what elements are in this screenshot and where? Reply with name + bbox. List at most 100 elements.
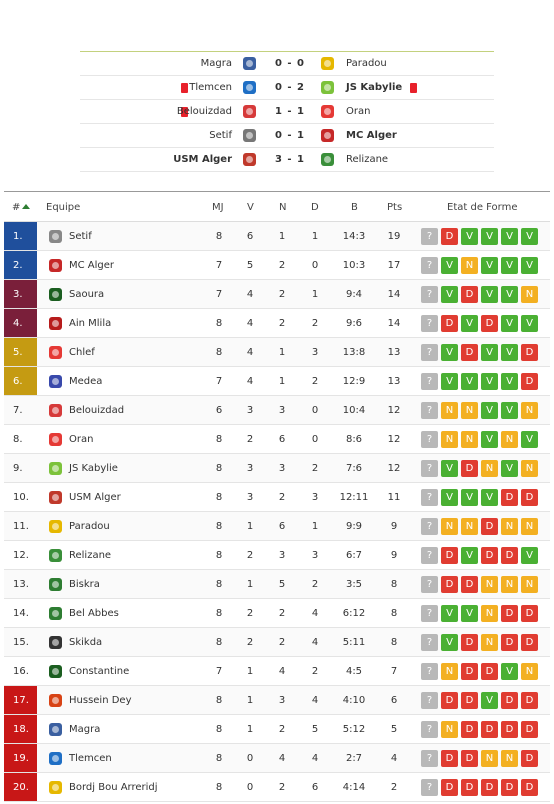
match-score[interactable]: 1 - 1 (274, 106, 306, 117)
form-badge: V (501, 228, 518, 245)
table-row[interactable]: 6. Medea 7 4 1 2 12:9 13 ? V V V V D (4, 367, 550, 396)
away-team[interactable]: MC Alger (346, 130, 397, 141)
team-name[interactable]: Tlemcen (69, 753, 112, 764)
n-header[interactable]: N (279, 202, 287, 213)
red-card-icon (181, 107, 188, 117)
away-team[interactable]: Paradou (346, 58, 387, 69)
table-row[interactable]: 20. Bordj Bou Arreridj 8 0 2 6 4:14 2 ? D… (4, 773, 550, 802)
team-header[interactable]: Equipe (46, 202, 81, 213)
team-name[interactable]: Setif (69, 231, 92, 242)
v-cell: 3 (246, 492, 254, 503)
table-row[interactable]: 13. Biskra 8 1 5 2 3:5 8 ? D D N N N (4, 570, 550, 599)
match-score[interactable]: 3 - 1 (274, 154, 306, 165)
form-badge: N (461, 402, 478, 419)
away-team[interactable]: JS Kabylie (346, 82, 403, 93)
n-cell: 2 (278, 637, 286, 648)
mj-header[interactable]: MJ (212, 202, 224, 213)
v-header[interactable]: V (247, 202, 254, 213)
b-header[interactable]: B (351, 202, 358, 213)
v-cell: 1 (246, 579, 254, 590)
home-team[interactable]: Tlemcen (189, 82, 232, 93)
sort-position-header[interactable]: # (12, 202, 31, 213)
home-team[interactable]: Setif (209, 130, 232, 141)
form-badge: N (481, 634, 498, 651)
team-name[interactable]: MC Alger (69, 260, 115, 271)
d-header[interactable]: D (311, 202, 319, 213)
team-name[interactable]: Magra (69, 724, 101, 735)
form-badge: ? (421, 518, 438, 535)
home-team-logo (243, 129, 256, 142)
form-badge: D (481, 663, 498, 680)
b-cell: 10:4 (342, 405, 366, 416)
mj-cell: 8 (215, 637, 223, 648)
team-name[interactable]: USM Alger (69, 492, 121, 503)
away-team[interactable]: Relizane (346, 154, 389, 165)
v-cell: 1 (246, 521, 254, 532)
table-row[interactable]: 1. Setif 8 6 1 1 14:3 19 ? D V V V V (4, 222, 550, 251)
pts-cell: 17 (387, 260, 401, 271)
table-row[interactable]: 12. Relizane 8 2 3 3 6:7 9 ? D V D D V (4, 541, 550, 570)
form-badge: N (521, 460, 538, 477)
table-row[interactable]: 17. Hussein Dey 8 1 3 4 4:10 6 ? D D V D D (4, 686, 550, 715)
home-team[interactable]: Magra (200, 58, 232, 69)
pts-cell: 12 (387, 405, 401, 416)
table-row[interactable]: 5. Chlef 8 4 1 3 13:8 13 ? V D V V D (4, 338, 550, 367)
match-score[interactable]: 0 - 2 (274, 82, 306, 93)
team-name[interactable]: Biskra (69, 579, 100, 590)
table-row[interactable]: 9. JS Kabylie 8 3 3 2 7:6 12 ? V D N V N (4, 454, 550, 483)
form-badge: V (441, 344, 458, 361)
table-row[interactable]: 2. MC Alger 7 5 2 0 10:3 17 ? V N V V V (4, 251, 550, 280)
table-row[interactable]: 16. Constantine 7 1 4 2 4:5 7 ? N D D V N (4, 657, 550, 686)
table-row[interactable]: 4. Ain Mlila 8 4 2 2 9:6 14 ? D V D V V (4, 309, 550, 338)
table-row[interactable]: 18. Magra 8 1 2 5 5:12 5 ? N D D D D (4, 715, 550, 744)
match-row[interactable]: Setif 0 - 1 MC Alger (80, 124, 494, 148)
form-strip: ? N D D D D (421, 721, 538, 738)
home-team[interactable]: Belouizdad (176, 106, 232, 117)
team-name[interactable]: Relizane (69, 550, 112, 561)
match-score[interactable]: 0 - 1 (274, 130, 306, 141)
table-row[interactable]: 15. Skikda 8 2 2 4 5:11 8 ? V D N D D (4, 628, 550, 657)
team-name[interactable]: Hussein Dey (69, 695, 132, 706)
match-score[interactable]: 0 - 0 (274, 58, 306, 69)
away-team[interactable]: Oran (346, 106, 371, 117)
table-row[interactable]: 7. Belouizdad 6 3 3 0 10:4 12 ? N N V V N (4, 396, 550, 425)
table-row[interactable]: 3. Saoura 7 4 2 1 9:4 14 ? V D V V N (4, 280, 550, 309)
form-header: Etat de Forme (447, 202, 518, 213)
team-name[interactable]: Medea (69, 376, 103, 387)
position-cell: 19. (4, 744, 37, 772)
team-name[interactable]: Ain Mlila (69, 318, 112, 329)
table-row[interactable]: 19. Tlemcen 8 0 4 4 2:7 4 ? D D N N D (4, 744, 550, 773)
pts-cell: 4 (390, 753, 398, 764)
mj-cell: 8 (215, 492, 223, 503)
home-team[interactable]: USM Alger (173, 154, 232, 165)
team-name[interactable]: Constantine (69, 666, 130, 677)
team-name[interactable]: Bordj Bou Arreridj (69, 782, 158, 793)
team-name[interactable]: Chlef (69, 347, 95, 358)
mj-cell: 8 (215, 608, 223, 619)
team-name[interactable]: Bel Abbes (69, 608, 119, 619)
team-name[interactable]: Skikda (69, 637, 103, 648)
v-cell: 4 (246, 347, 254, 358)
table-row[interactable]: 10. USM Alger 8 3 2 3 12:11 11 ? V V V D D (4, 483, 550, 512)
team-logo (49, 694, 62, 707)
form-badge: ? (421, 576, 438, 593)
team-name[interactable]: JS Kabylie (69, 463, 118, 474)
match-row[interactable]: Tlemcen 0 - 2 JS Kabylie (80, 76, 494, 100)
form-badge: D (441, 547, 458, 564)
team-name[interactable]: Belouizdad (69, 405, 125, 416)
table-row[interactable]: 14. Bel Abbes 8 2 2 4 6:12 8 ? V V N D D (4, 599, 550, 628)
team-name[interactable]: Paradou (69, 521, 110, 532)
pts-header[interactable]: Pts (387, 202, 403, 213)
form-badge: ? (421, 286, 438, 303)
match-row[interactable]: USM Alger 3 - 1 Relizane (80, 148, 494, 172)
n-cell: 2 (278, 492, 286, 503)
form-strip: ? D V D V V (421, 315, 538, 332)
match-row[interactable]: Belouizdad 1 - 1 Oran (80, 100, 494, 124)
form-badge: V (441, 373, 458, 390)
pts-cell: 8 (390, 637, 398, 648)
table-row[interactable]: 8. Oran 8 2 6 0 8:6 12 ? N N V N V (4, 425, 550, 454)
match-row[interactable]: Magra 0 - 0 Paradou (80, 52, 494, 76)
team-name[interactable]: Saoura (69, 289, 105, 300)
team-name[interactable]: Oran (69, 434, 94, 445)
table-row[interactable]: 11. Paradou 8 1 6 1 9:9 9 ? N N D N N (4, 512, 550, 541)
